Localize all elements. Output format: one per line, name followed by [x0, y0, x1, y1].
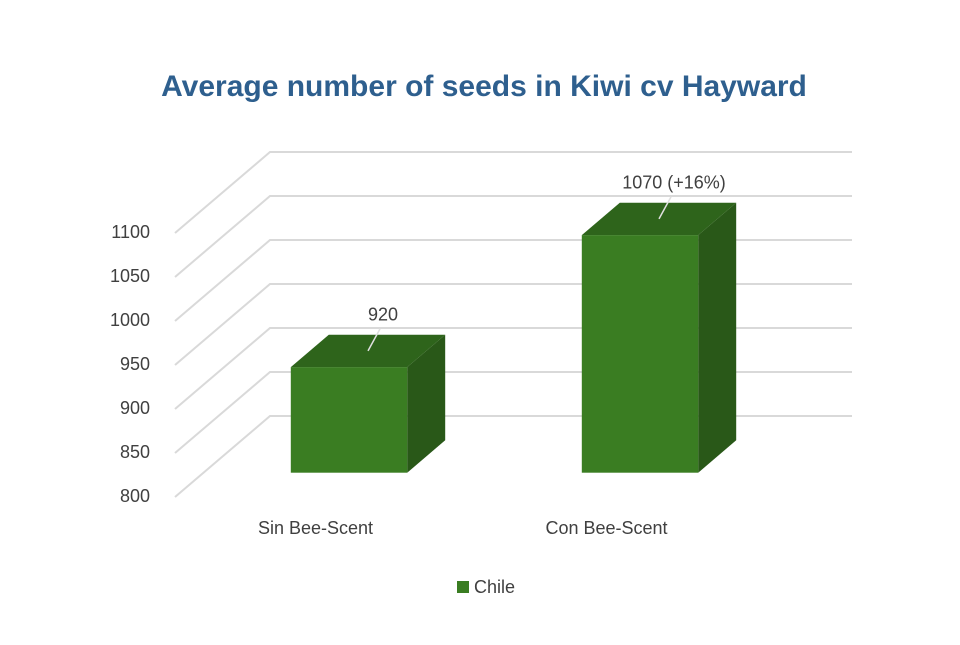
bar	[290, 367, 408, 473]
grid-line	[174, 239, 852, 322]
y-tick-label: 1000	[110, 310, 150, 330]
value-label: 920	[368, 305, 398, 325]
label-leader	[658, 196, 672, 220]
label-leader	[367, 328, 381, 352]
x-tick-label: Con Bee-Scent	[545, 518, 667, 538]
x-tick-label: Sin Bee-Scent	[258, 518, 373, 538]
y-tick-label: 900	[120, 398, 150, 418]
bar	[581, 235, 699, 473]
y-tick-label: 800	[120, 486, 150, 506]
bar-side	[407, 334, 446, 473]
legend-label: Chile	[474, 577, 515, 597]
grid-line	[174, 283, 852, 366]
grid-line	[174, 327, 852, 410]
y-tick-label: 950	[120, 354, 150, 374]
bar-side	[698, 202, 737, 473]
grid-line	[174, 415, 852, 498]
grid-line	[174, 371, 852, 454]
y-tick-label: 1050	[110, 266, 150, 286]
legend-swatch	[457, 581, 469, 593]
y-tick-label: 1100	[111, 222, 150, 242]
y-tick-label: 850	[120, 442, 150, 462]
bar-top	[290, 334, 446, 368]
grid-line	[174, 151, 852, 234]
chart-title: Average number of seeds in Kiwi cv Haywa…	[161, 70, 807, 103]
value-label: 1070 (+16%)	[622, 173, 726, 193]
grid-line	[174, 195, 852, 278]
